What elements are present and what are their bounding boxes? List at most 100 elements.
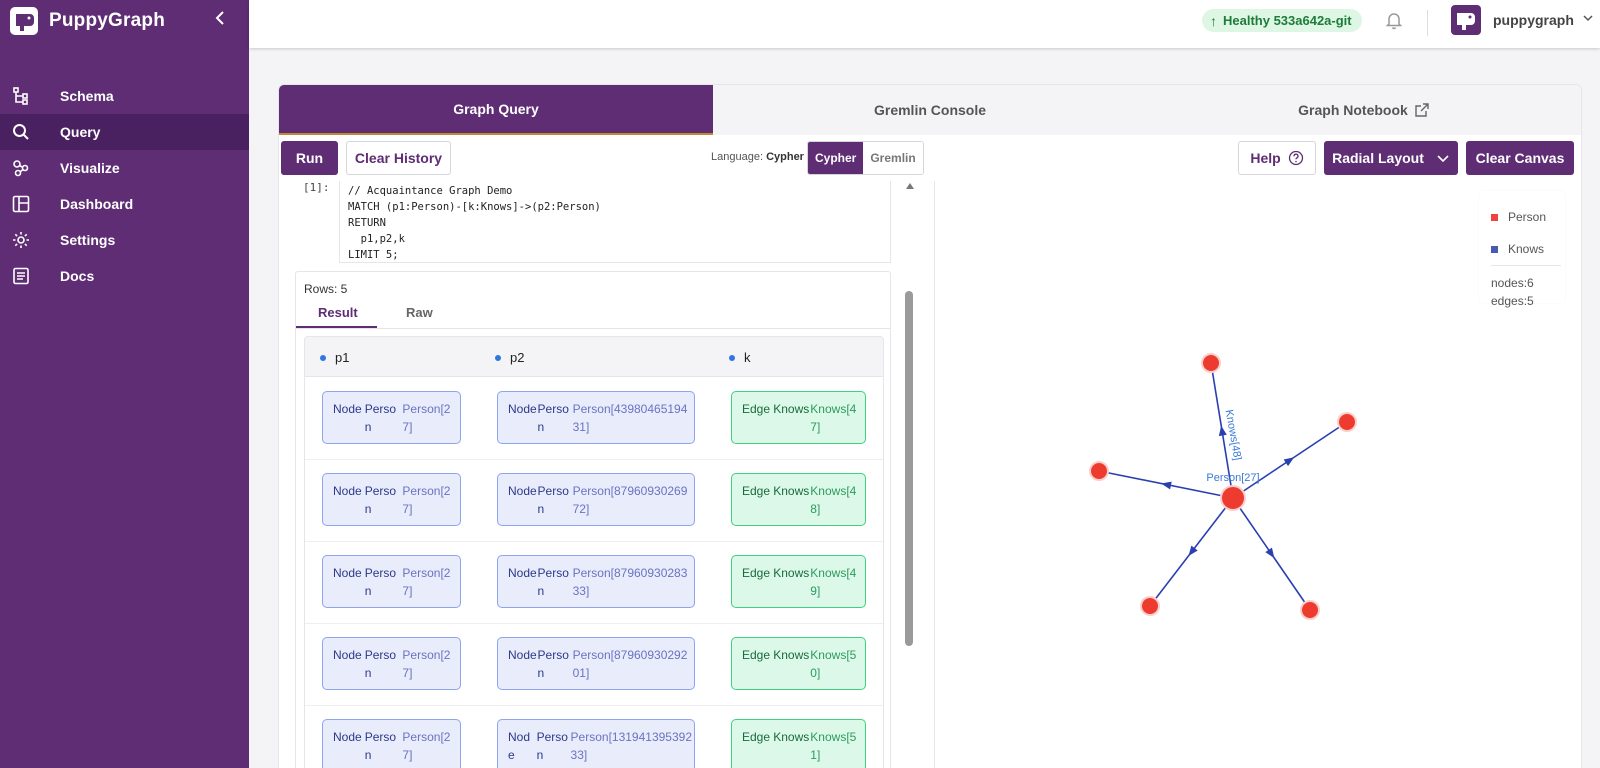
scrollbar[interactable] [903, 181, 915, 768]
chip-id: Person[4398046519431] [572, 402, 688, 434]
query-tabs: Graph Query Gremlin Console Graph Notebo… [279, 85, 1581, 135]
graph-svg[interactable]: Knows[48]Person[27] [935, 181, 1582, 768]
node-chip[interactable]: Node Person Person[8796093029201] [497, 637, 695, 690]
query-left-panel: [1]: // Acquaintance Graph Demo MATCH (p… [279, 181, 919, 768]
scrollbar-thumb[interactable] [905, 291, 913, 646]
tab-graph-notebook[interactable]: Graph Notebook [1147, 85, 1581, 135]
node-chip[interactable]: Node Person Person[4398046519431] [497, 391, 695, 444]
app-logo[interactable]: PuppyGraph [9, 6, 165, 36]
edge-arrow-icon [1283, 457, 1295, 467]
chip-kind: Node [508, 484, 537, 498]
sidebar-nav: Schema Query Visualize Dashboard Setting… [0, 78, 249, 294]
column-label: p2 [510, 350, 525, 365]
graph-canvas[interactable]: Knows[48] Person[27] Person Knows nodes:6… [935, 181, 1582, 768]
column-header-p1: p1 [320, 350, 349, 365]
tab-graph-query[interactable]: Graph Query [279, 85, 713, 135]
sidebar-item-visualize[interactable]: Visualize [0, 150, 249, 186]
layout-label: Radial Layout [1332, 150, 1424, 166]
sidebar-item-schema[interactable]: Schema [0, 78, 249, 114]
graph-node-center[interactable] [1220, 485, 1246, 511]
chip-kind: Edge [742, 730, 771, 744]
legend-swatch [1491, 245, 1498, 253]
tab-result[interactable]: Result [318, 305, 358, 320]
node-chip[interactable]: Node Person Person[27] [322, 637, 461, 690]
run-button[interactable]: Run [281, 141, 338, 175]
edge-chip[interactable]: Edge Knows Knows[48] [731, 473, 866, 526]
code-line: // Acquaintance Graph Demo [348, 185, 513, 197]
edge-chip[interactable]: Edge Knows Knows[51] [731, 719, 866, 768]
dashboard-icon [11, 195, 30, 214]
chip-label: Person [364, 484, 397, 516]
graph-node[interactable] [1300, 600, 1320, 620]
username[interactable]: puppygraph [1493, 12, 1574, 28]
sidebar-item-label: Settings [60, 232, 116, 248]
chip-label: Knows [773, 402, 810, 416]
tab-raw[interactable]: Raw [406, 305, 433, 320]
edge-chip[interactable]: Edge Knows Knows[47] [731, 391, 866, 444]
layout-dropdown-button[interactable]: Radial Layout [1324, 141, 1458, 175]
chip-kind: Edge [742, 484, 771, 498]
tab-gremlin-console[interactable]: Gremlin Console [713, 85, 1147, 135]
chip-id: Knows[49] [810, 566, 857, 598]
app-name: PuppyGraph [49, 10, 166, 31]
edges-count: edges:5 [1491, 294, 1534, 308]
sidebar-item-dashboard[interactable]: Dashboard [0, 186, 249, 222]
sidebar: PuppyGraph Schema Query Visualize [0, 0, 249, 768]
query-editor[interactable]: // Acquaintance Graph Demo MATCH (p1:Per… [339, 181, 891, 263]
clear-canvas-button[interactable]: Clear Canvas [1466, 141, 1574, 175]
health-label: Healthy 533a642a-git [1223, 13, 1352, 28]
edge-arrow-icon [1188, 545, 1198, 556]
help-circle-icon [1288, 150, 1303, 166]
legend-label: Person [1508, 210, 1547, 224]
docs-icon [11, 267, 30, 286]
gear-icon [11, 231, 30, 250]
graph-node[interactable] [1140, 596, 1160, 616]
chip-label: Person [364, 402, 397, 434]
lang-gremlin-button[interactable]: Gremlin [863, 142, 923, 174]
tab-label: Gremlin Console [873, 102, 987, 118]
chip-label: Person [537, 566, 569, 598]
chip-id: Person[27] [402, 566, 451, 598]
node-chip[interactable]: Node Person Person[27] [322, 391, 461, 444]
sidebar-item-settings[interactable]: Settings [0, 222, 249, 258]
nodes-count: nodes:6 [1491, 276, 1534, 290]
clear-history-button[interactable]: Clear History [346, 141, 451, 175]
graph-node[interactable] [1337, 412, 1357, 432]
graph-node[interactable] [1089, 461, 1109, 481]
bell-icon[interactable] [1383, 9, 1405, 31]
node-chip[interactable]: Node Person Person[27] [322, 473, 461, 526]
chip-id: Person[8796093029201] [572, 648, 688, 680]
sidebar-item-query[interactable]: Query [0, 114, 249, 150]
edge-chip[interactable]: Edge Knows Knows[49] [731, 555, 866, 608]
sidebar-item-label: Query [60, 124, 101, 140]
node-chip[interactable]: Node Person Person[27] [322, 555, 461, 608]
chip-kind: Edge [742, 402, 771, 416]
help-button[interactable]: Help [1238, 141, 1316, 175]
edge-chip[interactable]: Edge Knows Knows[50] [731, 637, 866, 690]
node-chip[interactable]: Node Person Person[8796093028333] [497, 555, 695, 608]
scroll-up-arrow-icon[interactable] [906, 183, 914, 189]
node-chip[interactable]: Node Person Person[8796093026972] [497, 473, 695, 526]
sidebar-item-docs[interactable]: Docs [0, 258, 249, 294]
chevron-down-icon[interactable] [1582, 12, 1594, 27]
chevron-left-icon[interactable] [214, 8, 232, 30]
chip-kind: Node [333, 730, 362, 744]
chip-kind: Node [333, 402, 362, 416]
lang-cypher-button[interactable]: Cypher [808, 142, 864, 174]
query-toolbar: Run Clear History Language: Cypher Cyphe… [279, 135, 1581, 181]
code-line: p1,p2,k [348, 233, 405, 245]
graph-legend: Person Knows nodes:6 edges:5 [1479, 191, 1565, 308]
table-row: Node Person Person[27] Node Person Person[879… [305, 623, 883, 706]
chip-label: Person [537, 402, 569, 434]
arrow-up-icon: ↑ [1210, 12, 1217, 29]
node-chip[interactable]: Node Person Person[27] [322, 719, 461, 768]
node-chip[interactable]: Node Person Person[13194139539233] [497, 719, 695, 768]
chip-kind: Node [333, 566, 362, 580]
panel-divider[interactable] [934, 181, 935, 768]
legend-item-person: Person [1491, 201, 1565, 233]
avatar[interactable] [1451, 5, 1481, 35]
graph-node[interactable] [1201, 353, 1221, 373]
chip-kind: Node [333, 648, 362, 662]
language-toggle: Cypher Gremlin [807, 141, 924, 175]
chip-id: Person[27] [402, 730, 451, 762]
